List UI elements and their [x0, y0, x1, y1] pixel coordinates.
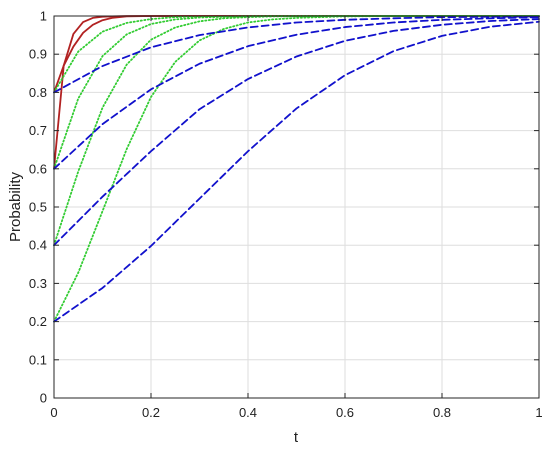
series-line-8 — [53, 18, 540, 247]
y-axis-label: Probability — [7, 171, 24, 242]
y-tick-label: 0.7 — [29, 123, 47, 138]
y-tick-label: 1 — [40, 9, 47, 24]
x-axis-ticks: 0 0.2 0.4 0.6 0.8 1 — [50, 16, 543, 420]
x-tick-label: 0.8 — [433, 405, 451, 420]
y-axis-ticks: 0 0.1 0.2 0.3 0.4 0.5 0.6 0.7 0.8 0.9 1 — [29, 9, 539, 406]
x-axis-label: t — [294, 429, 299, 446]
y-tick-label: 0.9 — [29, 47, 47, 62]
x-tick-label: 0 — [50, 405, 57, 420]
x-tick-label: 0.2 — [142, 405, 160, 420]
x-tick-label: 0.4 — [239, 405, 257, 420]
x-tick-label: 1 — [535, 405, 542, 420]
series-line-10 — [53, 15, 540, 94]
y-tick-label: 0.4 — [29, 238, 47, 253]
y-tick-label: 0.5 — [29, 200, 47, 215]
y-tick-label: 0.3 — [29, 276, 47, 291]
y-tick-label: 0.2 — [29, 314, 47, 329]
y-tick-label: 0 — [40, 391, 47, 406]
series-line-7 — [53, 20, 540, 323]
y-tick-label: 0.6 — [29, 161, 47, 176]
series-line-9 — [53, 16, 540, 170]
x-tick-label: 0.6 — [336, 405, 354, 420]
y-tick-label: 0.1 — [29, 352, 47, 367]
y-tick-label: 0.8 — [29, 85, 47, 100]
